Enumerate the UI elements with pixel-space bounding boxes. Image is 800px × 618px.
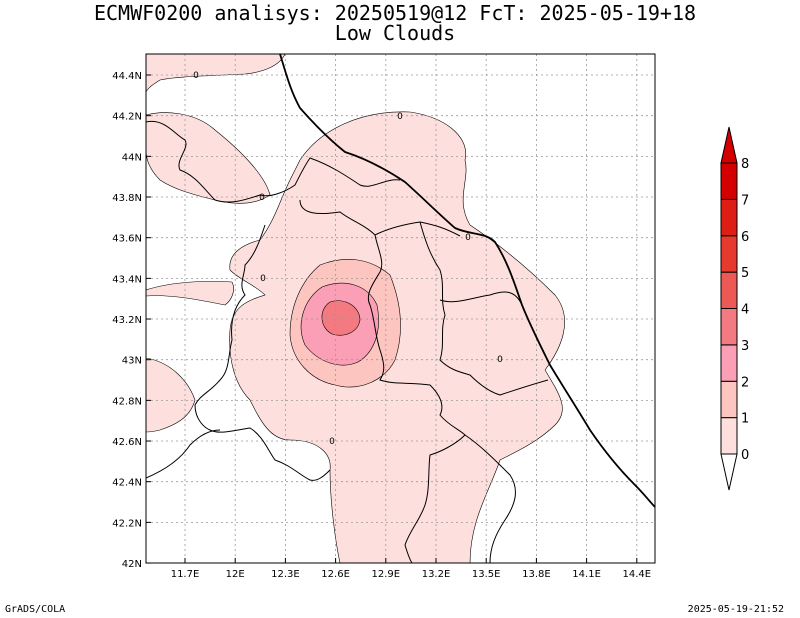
contour-labels: 0 0 0 0 0 0 0 [193,71,503,447]
chart-subtitle: Low Clouds [334,21,456,45]
lon-tick-label: 14.4E [623,569,652,580]
region-border-abruzzo [439,291,523,306]
colorbar-max-arrow [720,126,738,164]
colorbar-segment [720,417,738,455]
lon-tick-label: 12.9E [372,569,401,580]
lon-tick-label: 13.5E [472,569,501,580]
lon-tick-label: 14.1E [572,569,601,580]
lon-tick-label: 13.8E [522,569,551,580]
colorbar-label: 8 [741,157,749,172]
contour-label: 0 [260,274,266,284]
colorbar: 0 1 2 3 4 5 6 7 8 [720,126,749,491]
contour-label: 0 [259,193,265,203]
colorbar-label: 4 [741,303,749,318]
cloud-field-west [146,280,234,306]
lat-axis: 44.4N 44.2N 44N 43.8N 43.6N 43.4N 43.2N 43N 42.8… [112,71,151,570]
cloud-field-northwest [146,112,271,204]
lat-tick-label: 43.8N [112,193,142,204]
colorbar-label: 0 [741,448,749,463]
lat-tick-label: 43.2N [112,315,142,326]
colorbar-label: 2 [741,375,749,390]
colorbar-label: 7 [741,193,749,208]
lat-tick-label: 44.4N [112,71,142,82]
contour-label: 0 [329,437,335,447]
chart-title: ECMWF0200 analisys: 20250519@12 FcT: 202… [93,1,697,25]
region-border-inner [419,221,549,396]
contour-label: 0 [465,233,471,243]
contour-label: 0 [397,112,403,122]
footer-credit: GrADS/COLA [5,604,66,615]
lat-tick-label: 44N [122,152,142,163]
colorbar-segment [720,344,738,382]
lat-tick-label: 42N [122,559,142,570]
colorbar-min-arrow [720,453,738,491]
lon-tick-label: 12.3E [271,569,300,580]
lon-tick-label: 12E [226,569,245,580]
cloud-field-top [146,54,286,93]
map-frame [145,53,656,564]
lon-axis: 11.7E 12E 12.3E 12.6E 12.9E 13.2E 13.5E 13.8E 14… [171,558,651,580]
lat-tick-label: 44.2N [112,112,142,123]
lat-tick-label: 43N [122,356,142,367]
colorbar-label: 6 [741,230,749,245]
region-border-north [146,120,401,203]
region-border-southeast [464,434,516,563]
lat-tick-label: 42.8N [112,396,142,407]
colorbar-segment [720,235,738,273]
contour-label: 0 [193,71,199,81]
colorbar-segment [720,198,738,237]
region-border-umbria [194,224,331,481]
lat-tick-label: 43.4N [112,274,142,285]
colorbar-segment [720,308,738,346]
region-border-south [146,429,221,479]
contour-label: 0 [497,355,503,365]
colorbar-segment [720,271,738,309]
footer-timestamp: 2025-05-19-21:52 [687,604,784,615]
region-border-east [367,234,466,563]
cloud-field-southwest [146,357,196,433]
lat-tick-label: 43.6N [112,234,142,245]
map-borders [146,54,655,563]
colorbar-label: 1 [741,412,749,427]
lat-tick-label: 42.6N [112,437,142,448]
lat-tick-label: 42.2N [112,518,142,529]
lon-tick-label: 12.6E [321,569,350,580]
coastline [279,54,655,508]
cloud-fields [146,54,565,563]
colorbar-segment [720,380,738,419]
colorbar-label: 3 [741,339,749,354]
lon-tick-label: 11.7E [171,569,200,580]
lat-tick-label: 42.4N [112,478,142,489]
colorbar-segment [720,162,738,200]
colorbar-label: 5 [741,266,749,281]
lon-tick-label: 13.2E [422,569,451,580]
